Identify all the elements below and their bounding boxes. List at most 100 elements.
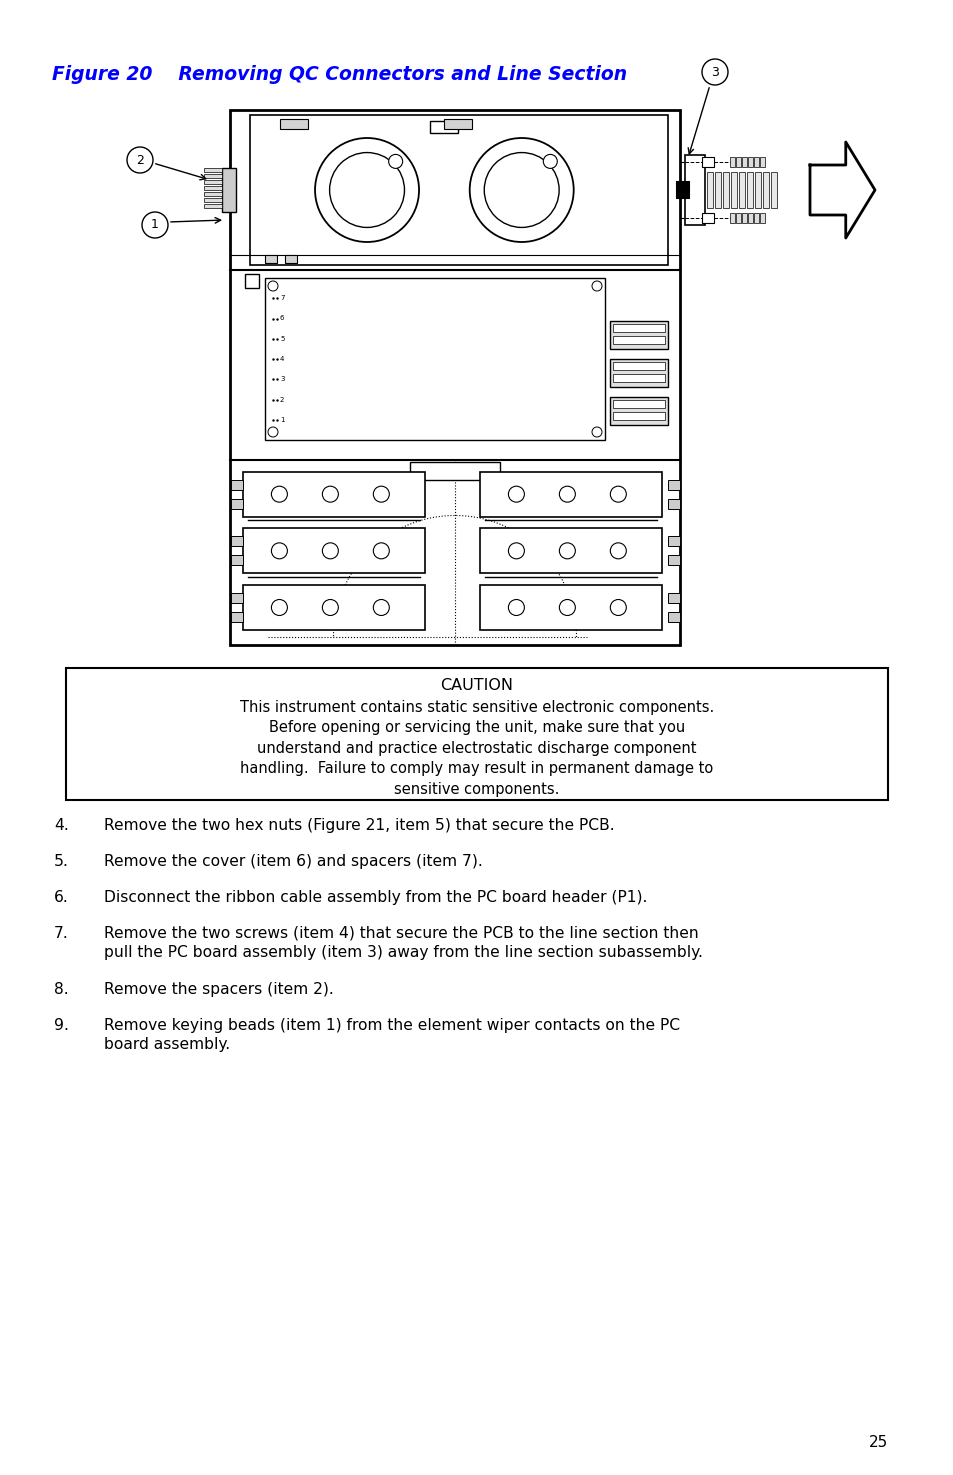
Circle shape <box>322 599 338 615</box>
Text: Remove keying beads (item 1) from the element wiper contacts on the PC
board ass: Remove keying beads (item 1) from the el… <box>104 1018 679 1052</box>
Bar <box>231 499 243 509</box>
Text: 5.: 5. <box>54 854 69 869</box>
Text: 4: 4 <box>280 355 284 361</box>
Bar <box>701 212 713 223</box>
Bar <box>677 181 688 198</box>
Circle shape <box>542 155 557 168</box>
Bar <box>613 324 664 332</box>
Bar <box>243 586 424 630</box>
Bar <box>430 121 457 133</box>
Bar <box>735 212 740 223</box>
Circle shape <box>610 487 626 502</box>
Bar <box>760 212 764 223</box>
Text: 1: 1 <box>151 218 159 232</box>
Text: Figure 20    Removing QC Connectors and Line Section: Figure 20 Removing QC Connectors and Lin… <box>52 65 626 84</box>
Bar <box>746 173 752 208</box>
Bar <box>613 412 664 420</box>
Bar <box>753 156 759 167</box>
Bar <box>741 156 746 167</box>
Text: Disconnect the ribbon cable assembly from the PC board header (P1).: Disconnect the ribbon cable assembly fro… <box>104 889 647 906</box>
Bar <box>479 586 661 630</box>
Bar <box>701 156 713 167</box>
Circle shape <box>558 487 575 502</box>
Text: 3: 3 <box>710 65 719 78</box>
Bar <box>730 173 737 208</box>
Bar <box>754 173 760 208</box>
Bar <box>204 198 222 202</box>
Bar <box>231 537 243 546</box>
Bar <box>667 555 679 565</box>
Circle shape <box>508 599 524 615</box>
Circle shape <box>271 487 287 502</box>
Text: 1: 1 <box>280 417 284 423</box>
Bar <box>760 156 764 167</box>
Bar <box>204 174 222 178</box>
Bar <box>739 173 744 208</box>
Text: Remove the spacers (item 2).: Remove the spacers (item 2). <box>104 982 334 997</box>
Bar <box>245 274 258 288</box>
Bar <box>667 537 679 546</box>
Text: 7.: 7. <box>54 926 69 941</box>
Bar <box>230 111 679 645</box>
Bar <box>753 212 759 223</box>
Circle shape <box>373 599 389 615</box>
Circle shape <box>271 599 287 615</box>
Bar <box>609 322 667 350</box>
Circle shape <box>388 155 402 168</box>
Circle shape <box>271 543 287 559</box>
Bar <box>243 528 424 574</box>
Text: Remove the two screws (item 4) that secure the PCB to the line section then
pull: Remove the two screws (item 4) that secu… <box>104 926 702 960</box>
Circle shape <box>268 282 277 291</box>
Text: 4.: 4. <box>54 819 69 833</box>
Circle shape <box>610 543 626 559</box>
Bar <box>204 168 222 173</box>
Bar <box>613 375 664 382</box>
Circle shape <box>314 139 418 242</box>
Bar <box>706 173 712 208</box>
Bar <box>762 173 768 208</box>
Bar <box>243 472 424 516</box>
Bar <box>609 358 667 386</box>
Text: 2: 2 <box>280 397 284 403</box>
Bar <box>729 212 734 223</box>
Text: 2: 2 <box>136 153 144 167</box>
Circle shape <box>373 543 389 559</box>
Text: 25: 25 <box>868 1435 887 1450</box>
Circle shape <box>469 139 573 242</box>
Bar <box>479 472 661 516</box>
Bar <box>66 668 887 799</box>
Bar <box>714 173 720 208</box>
Bar <box>285 255 296 263</box>
Bar <box>741 212 746 223</box>
Circle shape <box>127 148 152 173</box>
Bar <box>204 192 222 196</box>
Text: Remove the two hex nuts (Figure 21, item 5) that secure the PCB.: Remove the two hex nuts (Figure 21, item… <box>104 819 614 833</box>
Circle shape <box>508 543 524 559</box>
Bar <box>443 119 472 128</box>
Circle shape <box>558 599 575 615</box>
Bar <box>684 155 704 226</box>
Text: 7: 7 <box>280 295 284 301</box>
Bar <box>770 173 776 208</box>
Text: 6.: 6. <box>54 889 69 906</box>
Bar <box>204 180 222 184</box>
Circle shape <box>373 487 389 502</box>
Text: CAUTION: CAUTION <box>440 678 513 693</box>
Circle shape <box>322 487 338 502</box>
Text: 3: 3 <box>280 376 284 382</box>
Circle shape <box>558 543 575 559</box>
Circle shape <box>142 212 168 237</box>
Text: 9.: 9. <box>54 1018 69 1032</box>
Bar <box>479 528 661 574</box>
Bar <box>747 156 752 167</box>
Text: This instrument contains static sensitive electronic components.
Before opening : This instrument contains static sensitiv… <box>239 701 714 797</box>
Circle shape <box>268 426 277 437</box>
Text: 6: 6 <box>280 316 284 322</box>
Bar <box>280 119 308 128</box>
Bar <box>231 612 243 622</box>
Bar <box>722 173 728 208</box>
Circle shape <box>592 426 601 437</box>
Circle shape <box>701 59 727 86</box>
Bar <box>222 168 235 212</box>
Text: 5: 5 <box>280 336 284 342</box>
